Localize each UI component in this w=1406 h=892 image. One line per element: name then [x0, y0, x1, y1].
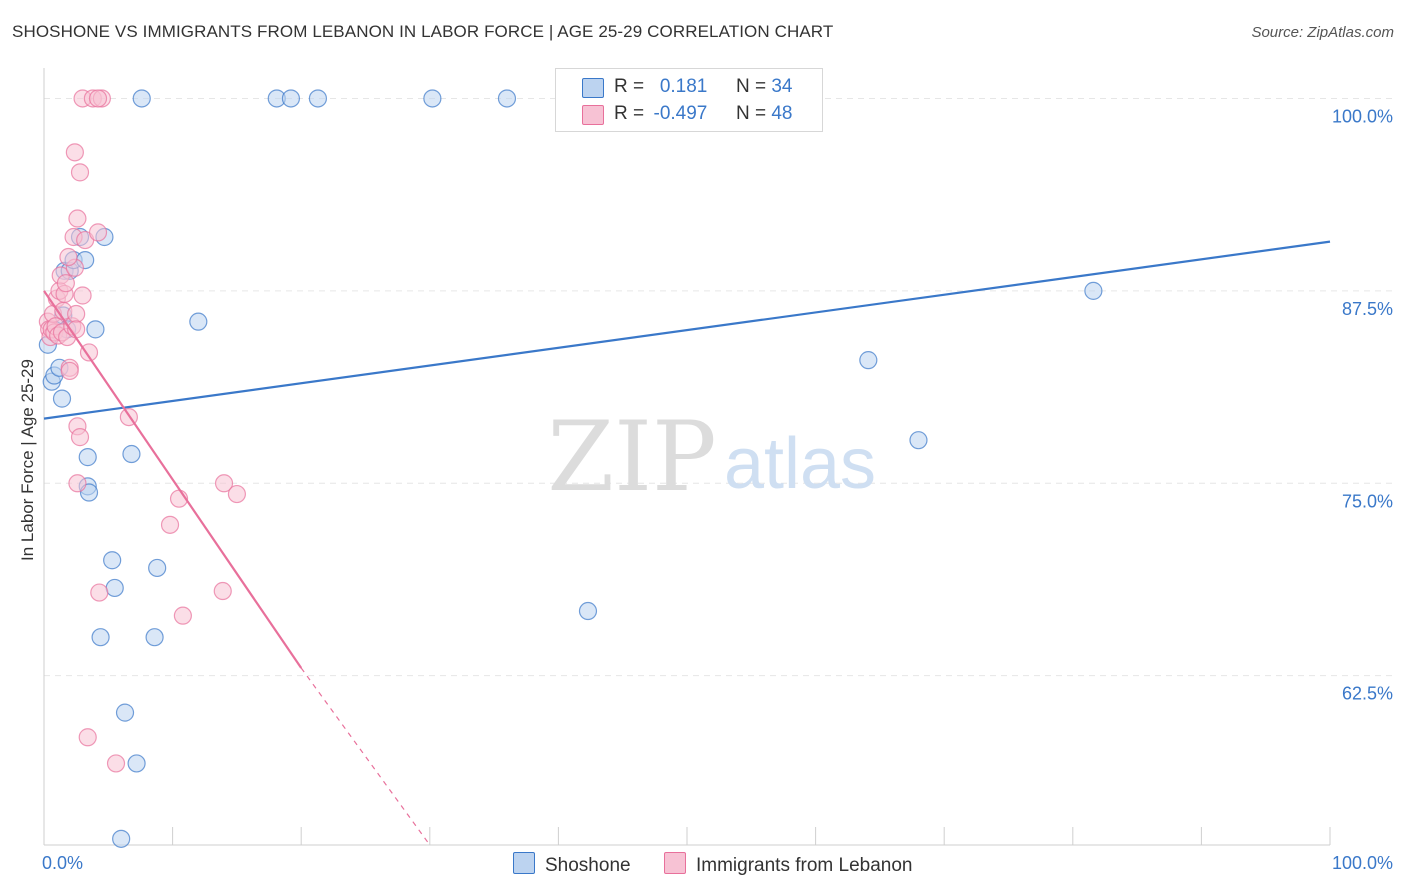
correlation-legend: R = 0.181 N = 34 R = -0.497 N = 48	[555, 68, 823, 132]
shoshone-swatch	[582, 78, 604, 98]
shoshone-point	[91, 628, 110, 647]
shoshone-point	[52, 389, 72, 408]
lebanon-point	[106, 754, 126, 773]
shoshone-point	[145, 628, 164, 647]
source-label: Source: ZipAtlas.com	[1251, 24, 1394, 41]
lebanon-point	[70, 163, 90, 182]
shoshone-point	[127, 754, 146, 773]
lebanon-point	[67, 304, 86, 324]
shoshone-legend-label: Shoshone	[545, 855, 631, 876]
lebanon-trend-extension	[300, 667, 431, 846]
shoshone-point	[78, 448, 97, 467]
legend-n-label: N =	[735, 103, 772, 124]
shoshone-point	[112, 829, 131, 848]
shoshone-point	[281, 89, 301, 108]
x-tick-label: 0.0%	[42, 853, 83, 873]
shoshone-point	[105, 578, 124, 598]
watermark-zip: ZIP	[547, 401, 716, 513]
legend-n-label: N =	[735, 76, 772, 97]
legend-r-label: R =	[614, 76, 650, 97]
shoshone-point	[909, 431, 928, 450]
lebanon-point	[88, 89, 108, 108]
x-tick-label: 100.0%	[1332, 853, 1393, 873]
shoshone-point	[497, 89, 517, 108]
bottom-legend-lebanon: Immigrants from Lebanon	[664, 852, 913, 877]
shoshone-point	[148, 558, 167, 578]
legend-n-value-lebanon: 48	[771, 103, 793, 124]
axes	[43, 68, 1331, 846]
lebanon-point	[68, 209, 87, 228]
shoshone-legend-swatch	[513, 852, 535, 874]
tick-labels: 62.5% 75.0% 87.5% 100.0% 0.0% 100.0%	[42, 106, 1393, 873]
lebanon-point	[56, 274, 75, 293]
y-tick-label: 100.0%	[1332, 106, 1393, 126]
chart-title: SHOSHONE VS IMMIGRANTS FROM LEBANON IN L…	[12, 22, 834, 41]
lebanon-point	[213, 581, 232, 601]
bottom-legend-shoshone: Shoshone	[513, 852, 631, 877]
lebanon-point	[173, 606, 192, 625]
data-points	[38, 89, 1103, 848]
shoshone-point	[86, 320, 105, 339]
lebanon-legend-swatch	[664, 852, 686, 874]
legend-r-value-lebanon: -0.497	[653, 103, 708, 124]
shoshone-point	[132, 89, 151, 108]
y-tick-label: 62.5%	[1342, 684, 1393, 704]
lebanon-swatch	[582, 105, 604, 125]
legend-r-label: R =	[614, 103, 650, 124]
lebanon-point	[65, 143, 84, 162]
shoshone-point	[308, 89, 328, 108]
lebanon-point	[73, 286, 92, 305]
shoshone-point	[115, 703, 135, 722]
lebanon-point	[68, 474, 87, 493]
lebanon-point	[70, 428, 90, 447]
lebanon-legend-label: Immigrants from Lebanon	[696, 855, 913, 876]
lebanon-point	[79, 343, 99, 362]
legend-r-value-shoshone: 0.181	[659, 76, 708, 97]
lebanon-point	[90, 583, 109, 602]
shoshone-point	[423, 89, 442, 108]
lebanon-point	[59, 247, 78, 267]
shoshone-point	[103, 551, 122, 570]
y-tick-label: 87.5%	[1342, 299, 1393, 319]
shoshone-point	[1084, 281, 1103, 300]
lebanon-point	[214, 474, 234, 493]
trend-lines	[43, 240, 1331, 846]
lebanon-point	[88, 223, 108, 242]
shoshone-trend-line	[43, 240, 1331, 420]
watermark: ZIP atlas	[547, 401, 876, 513]
lebanon-trend-line	[43, 290, 303, 669]
shoshone-point	[859, 351, 878, 370]
watermark-atlas: atlas	[724, 424, 876, 504]
shoshone-point	[122, 444, 141, 464]
shoshone-point	[189, 312, 208, 331]
lebanon-point	[78, 728, 97, 747]
legend-n-value-shoshone: 34	[771, 76, 793, 97]
shoshone-point	[578, 601, 598, 621]
y-tick-label: 75.0%	[1342, 491, 1393, 511]
lebanon-point	[60, 361, 79, 381]
lebanon-point	[227, 484, 246, 504]
lebanon-point	[160, 515, 180, 534]
